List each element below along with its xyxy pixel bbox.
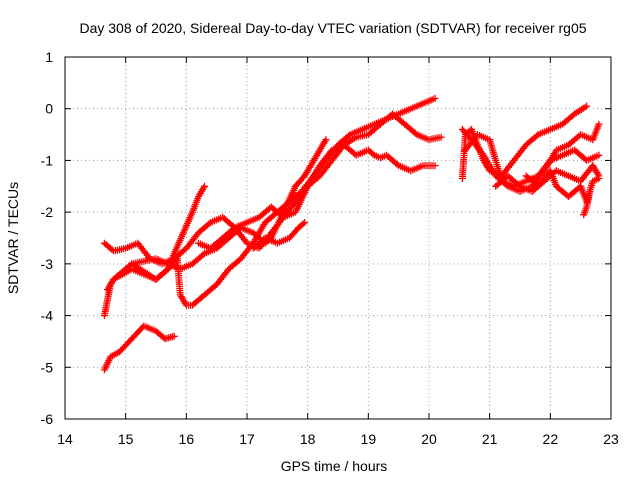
data-points: [100, 94, 603, 374]
y-tick-label: 1: [45, 49, 53, 65]
series-track-1: [100, 322, 178, 374]
plot-frame: [64, 56, 612, 420]
series-track-6: [195, 141, 439, 252]
series-markers: [128, 182, 208, 283]
x-tick-label: 19: [361, 431, 377, 447]
y-tick-label: -5: [41, 359, 54, 375]
y-tick-label: -6: [41, 411, 54, 427]
series-markers: [249, 219, 309, 252]
y-tick-label: -3: [41, 256, 54, 272]
y-tick-label: 0: [45, 101, 53, 117]
series-markers: [100, 322, 178, 374]
x-tick-label: 18: [300, 431, 316, 447]
x-axis-label: GPS time / hours: [281, 458, 388, 474]
series-markers: [580, 188, 594, 219]
series-track-4: [100, 110, 445, 268]
x-tick-label: 21: [482, 431, 498, 447]
x-tick-label: 20: [421, 431, 437, 447]
x-tick-label: 22: [543, 431, 559, 447]
series-markers: [100, 110, 445, 268]
series-track-5: [128, 182, 208, 283]
grid-lines: [65, 57, 611, 419]
x-tick-label: 16: [179, 431, 195, 447]
y-tick-label: -1: [41, 152, 54, 168]
x-tick-label: 14: [57, 431, 73, 447]
series-track-13: [580, 188, 594, 219]
series-track-7: [249, 219, 309, 252]
chart-title: Day 308 of 2020, Sidereal Day-to-day VTE…: [79, 20, 586, 36]
y-tick-label: -2: [41, 204, 54, 220]
series-markers: [195, 141, 439, 252]
axis-ticks: 14 15 16 17 18 19 20 21 22 23 -6 -5 -4 -3 -2 -1 0 1: [41, 49, 619, 447]
y-tick-label: -4: [41, 308, 54, 324]
x-tick-label: 15: [118, 431, 134, 447]
x-tick-label: 23: [603, 431, 619, 447]
y-axis-label: SDTVAR / TECUs: [5, 182, 21, 294]
x-tick-label: 17: [239, 431, 255, 447]
